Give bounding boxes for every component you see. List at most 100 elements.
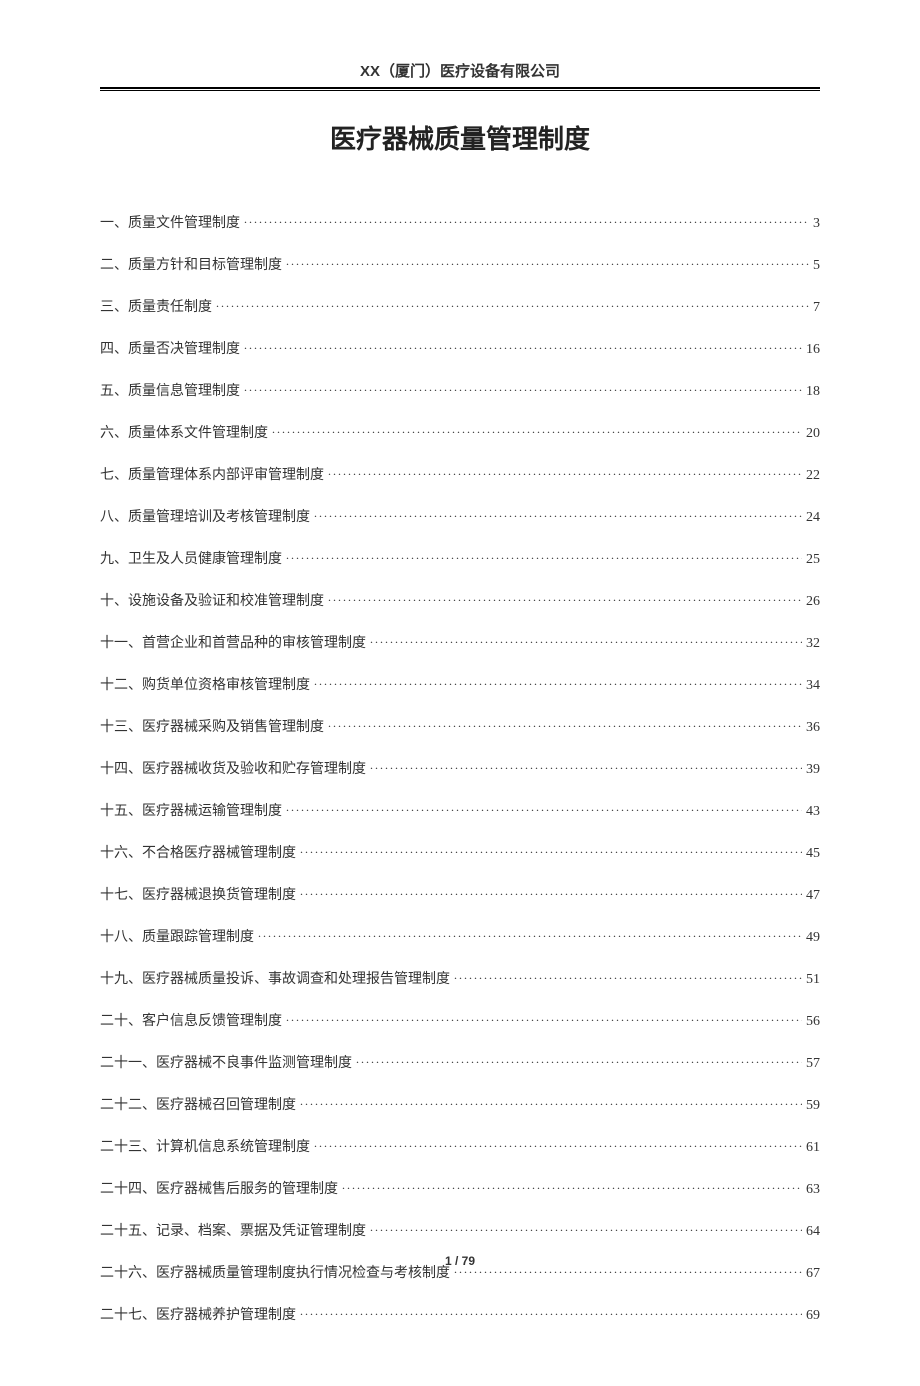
toc-page-number: 26 <box>806 594 820 610</box>
toc-row: 十一、首营企业和首营品种的审核管理制度 32 <box>100 632 820 652</box>
toc-label: 十三、医疗器械采购及销售管理制度 <box>100 716 324 736</box>
toc-page-number: 25 <box>806 552 820 568</box>
toc-label: 七、质量管理体系内部评审管理制度 <box>100 464 324 484</box>
toc-label: 二十五、记录、档案、票据及凭证管理制度 <box>100 1220 366 1240</box>
toc-leader-dots <box>300 885 802 899</box>
toc-label: 十二、购货单位资格审核管理制度 <box>100 674 310 694</box>
toc-leader-dots <box>328 465 802 479</box>
toc-leader-dots <box>216 297 809 311</box>
company-header: XX（厦门）医疗设备有限公司 <box>100 60 820 87</box>
table-of-contents: 一、质量文件管理制度 3 二、质量方针和目标管理制度 5 三、质量责任制度 7 四、质量否决… <box>100 212 820 1324</box>
page-footer: 1 / 79 <box>0 1254 920 1268</box>
toc-page-number: 69 <box>806 1308 820 1324</box>
toc-row: 十四、医疗器械收货及验收和贮存管理制度39 <box>100 758 820 778</box>
document-title: 医疗器械质量管理制度 <box>100 119 820 156</box>
toc-leader-dots <box>314 675 802 689</box>
toc-row: 二、质量方针和目标管理制度 5 <box>100 254 820 274</box>
toc-leader-dots <box>356 1053 802 1067</box>
toc-row: 五、质量信息管理制度 18 <box>100 380 820 400</box>
toc-label: 十、设施设备及验证和校准管理制度 <box>100 590 324 610</box>
toc-label: 三、质量责任制度 <box>100 296 212 316</box>
toc-page-number: 24 <box>806 510 820 526</box>
toc-label: 二、质量方针和目标管理制度 <box>100 254 282 274</box>
toc-page-number: 63 <box>806 1182 820 1198</box>
toc-page-number: 16 <box>806 342 820 358</box>
toc-label: 十六、不合格医疗器械管理制度 <box>100 842 296 862</box>
toc-row: 八、质量管理培训及考核管理制度 24 <box>100 506 820 526</box>
toc-leader-dots <box>286 549 802 563</box>
toc-page-number: 49 <box>806 930 820 946</box>
toc-label: 五、质量信息管理制度 <box>100 380 240 400</box>
toc-label: 四、质量否决管理制度 <box>100 338 240 358</box>
toc-leader-dots <box>328 591 802 605</box>
toc-leader-dots <box>258 927 802 941</box>
toc-page-number: 61 <box>806 1140 820 1156</box>
toc-row: 十八、质量跟踪管理制度 49 <box>100 926 820 946</box>
toc-row: 六、质量体系文件管理制度20 <box>100 422 820 442</box>
toc-leader-dots <box>300 843 802 857</box>
toc-page-number: 18 <box>806 384 820 400</box>
toc-page-number: 36 <box>806 720 820 736</box>
toc-leader-dots <box>370 1221 802 1235</box>
toc-page-number: 5 <box>813 258 820 274</box>
toc-row: 十二、购货单位资格审核管理制度 34 <box>100 674 820 694</box>
toc-row: 二十四、医疗器械售后服务的管理制度 63 <box>100 1178 820 1198</box>
toc-row: 十七、医疗器械退换货管理制度 47 <box>100 884 820 904</box>
toc-row: 三、质量责任制度 7 <box>100 296 820 316</box>
toc-page-number: 32 <box>806 636 820 652</box>
toc-row: 十三、医疗器械采购及销售管理制度 36 <box>100 716 820 736</box>
toc-leader-dots <box>244 339 802 353</box>
toc-row: 二十二、医疗器械召回管理制度59 <box>100 1094 820 1114</box>
toc-leader-dots <box>286 801 802 815</box>
toc-leader-dots <box>286 1011 802 1025</box>
toc-leader-dots <box>244 213 809 227</box>
toc-label: 二十七、医疗器械养护管理制度 <box>100 1304 296 1324</box>
toc-row: 十五、医疗器械运输管理制度43 <box>100 800 820 820</box>
toc-page-number: 39 <box>806 762 820 778</box>
toc-row: 二十五、记录、档案、票据及凭证管理制度 64 <box>100 1220 820 1240</box>
toc-label: 十五、医疗器械运输管理制度 <box>100 800 282 820</box>
toc-leader-dots <box>300 1095 802 1109</box>
toc-page-number: 56 <box>806 1014 820 1030</box>
toc-row: 二十、客户信息反馈管理制度 56 <box>100 1010 820 1030</box>
toc-label: 二十四、医疗器械售后服务的管理制度 <box>100 1178 338 1198</box>
toc-leader-dots <box>454 969 802 983</box>
toc-label: 一、质量文件管理制度 <box>100 212 240 232</box>
toc-leader-dots <box>314 507 802 521</box>
toc-page-number: 3 <box>813 216 820 232</box>
toc-row: 四、质量否决管理制度 16 <box>100 338 820 358</box>
toc-row: 一、质量文件管理制度 3 <box>100 212 820 232</box>
toc-page-number: 64 <box>806 1224 820 1240</box>
toc-page-number: 57 <box>806 1056 820 1072</box>
toc-row: 十、设施设备及验证和校准管理制度 26 <box>100 590 820 610</box>
toc-row: 二十三、计算机信息系统管理制度 61 <box>100 1136 820 1156</box>
toc-label: 六、质量体系文件管理制度 <box>100 422 268 442</box>
header-rule-bottom <box>100 90 820 91</box>
toc-label: 十一、首营企业和首营品种的审核管理制度 <box>100 632 366 652</box>
toc-row: 二十七、医疗器械养护管理制度 69 <box>100 1304 820 1324</box>
toc-page-number: 22 <box>806 468 820 484</box>
toc-page-number: 34 <box>806 678 820 694</box>
toc-page-number: 67 <box>806 1266 820 1282</box>
toc-label: 二十二、医疗器械召回管理制度 <box>100 1094 296 1114</box>
toc-label: 二十一、医疗器械不良事件监测管理制度 <box>100 1052 352 1072</box>
toc-label: 十八、质量跟踪管理制度 <box>100 926 254 946</box>
toc-row: 二十一、医疗器械不良事件监测管理制度 57 <box>100 1052 820 1072</box>
toc-row: 九、卫生及人员健康管理制度 25 <box>100 548 820 568</box>
toc-leader-dots <box>244 381 802 395</box>
toc-leader-dots <box>286 255 809 269</box>
toc-page-number: 47 <box>806 888 820 904</box>
toc-label: 二十、客户信息反馈管理制度 <box>100 1010 282 1030</box>
toc-page-number: 7 <box>813 300 820 316</box>
toc-label: 八、质量管理培训及考核管理制度 <box>100 506 310 526</box>
toc-leader-dots <box>370 759 802 773</box>
toc-leader-dots <box>342 1179 802 1193</box>
toc-page-number: 45 <box>806 846 820 862</box>
toc-label: 二十三、计算机信息系统管理制度 <box>100 1136 310 1156</box>
toc-page-number: 51 <box>806 972 820 988</box>
toc-row: 十九、医疗器械质量投诉、事故调查和处理报告管理制度51 <box>100 968 820 988</box>
toc-label: 十七、医疗器械退换货管理制度 <box>100 884 296 904</box>
toc-leader-dots <box>314 1137 802 1151</box>
toc-leader-dots <box>300 1305 802 1319</box>
toc-label: 九、卫生及人员健康管理制度 <box>100 548 282 568</box>
